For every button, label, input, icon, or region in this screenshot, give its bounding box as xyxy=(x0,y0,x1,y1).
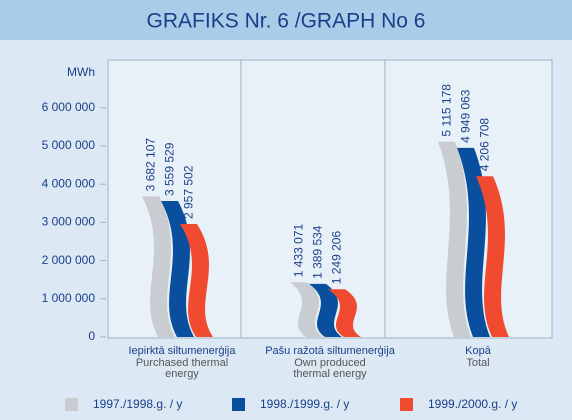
y-tick-label: 0 xyxy=(88,329,95,343)
x-tick-label-en: Purchased thermal energy xyxy=(135,357,229,380)
value-label: 4 949 063 xyxy=(459,89,473,143)
value-label: 4 206 708 xyxy=(478,118,492,172)
x-tick-label: Iepirktā siltumenerģija xyxy=(128,345,236,357)
y-axis-unit: MWh xyxy=(67,65,95,79)
legend-swatch xyxy=(400,398,413,411)
legend-label: 1998./1999.g. / y xyxy=(260,397,350,411)
y-tick-label: 4 000 000 xyxy=(42,176,96,190)
y-tick-label: 3 000 000 xyxy=(42,215,96,229)
legend-label: 1999./2000.g. / y xyxy=(428,397,518,411)
legend-swatch xyxy=(232,398,245,411)
bar xyxy=(290,282,323,337)
bar xyxy=(161,201,194,337)
title-band xyxy=(0,0,572,40)
bar xyxy=(328,289,361,337)
x-tick-label-en: Total xyxy=(466,357,490,369)
value-label: 1 389 534 xyxy=(311,225,325,279)
x-tick-label: Kopā xyxy=(465,345,491,357)
legend-label: 1997./1998.g. / y xyxy=(93,397,183,411)
y-tick-label: 6 000 000 xyxy=(42,100,96,114)
value-label: 2 957 502 xyxy=(182,165,196,219)
x-tick-label-en: Own produced thermal energy xyxy=(293,357,367,380)
legend-swatch xyxy=(65,398,78,411)
bar xyxy=(142,196,175,337)
bar xyxy=(309,283,342,337)
x-tick-label: Pašu ražotā siltumenerģija xyxy=(265,345,395,357)
value-label: 1 433 071 xyxy=(292,224,306,278)
value-label: 3 559 529 xyxy=(163,142,177,196)
bar xyxy=(476,176,509,337)
value-label: 5 115 178 xyxy=(440,84,454,137)
y-tick-label: 5 000 000 xyxy=(42,138,96,152)
y-tick-label: 2 000 000 xyxy=(42,253,96,267)
bar xyxy=(457,147,490,337)
y-tick-label: 1 000 000 xyxy=(42,291,96,305)
value-label: 1 249 206 xyxy=(330,231,344,285)
value-label: 3 682 107 xyxy=(144,138,158,192)
bar xyxy=(180,224,213,337)
chart-title: GRAFIKS Nr. 6 /GRAPH No 6 xyxy=(147,10,426,33)
bar xyxy=(438,141,471,337)
